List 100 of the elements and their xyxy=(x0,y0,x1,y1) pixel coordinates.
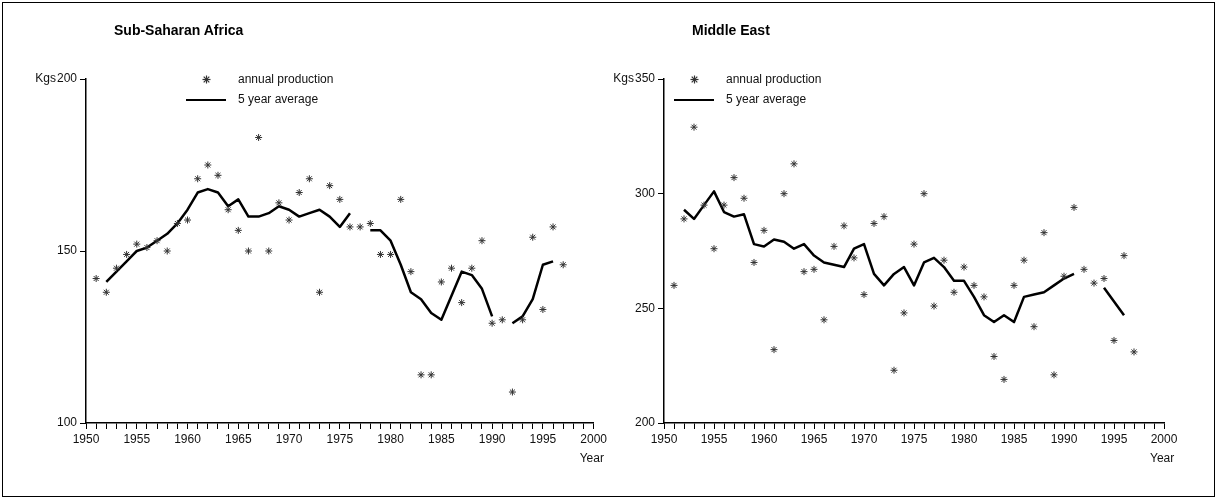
point xyxy=(880,212,888,221)
point xyxy=(477,236,486,245)
legend-label: 5 year average xyxy=(238,92,319,106)
point xyxy=(940,256,948,265)
y-tick-label: 100 xyxy=(56,415,78,430)
x-tick-label: 1995 xyxy=(1100,431,1128,446)
point xyxy=(376,250,385,259)
point xyxy=(1130,347,1138,356)
x-tick-label: 1965 xyxy=(800,431,828,446)
point xyxy=(1120,251,1128,260)
point xyxy=(122,250,131,259)
point xyxy=(518,315,527,324)
point xyxy=(274,198,283,207)
point xyxy=(700,201,708,210)
point xyxy=(950,288,958,297)
point xyxy=(528,233,537,242)
point xyxy=(467,264,476,273)
x-tick-label: 1980 xyxy=(377,431,405,446)
legend-label: annual production xyxy=(238,72,334,86)
point xyxy=(1080,265,1088,274)
point xyxy=(366,219,375,228)
point xyxy=(1030,322,1038,331)
point xyxy=(990,352,998,361)
x-tick-label: 2000 xyxy=(1150,431,1178,446)
point xyxy=(930,302,938,311)
legend-label: 5 year average xyxy=(726,92,807,106)
point xyxy=(132,240,141,249)
point xyxy=(860,290,868,299)
legend-label: annual production xyxy=(726,72,822,86)
y-tick-label: 200 xyxy=(56,71,78,86)
x-tick-label: 1985 xyxy=(428,431,456,446)
point xyxy=(710,244,718,253)
point xyxy=(800,267,808,276)
point xyxy=(173,219,182,228)
point xyxy=(1110,336,1118,345)
point xyxy=(730,173,738,182)
point xyxy=(325,181,334,190)
point xyxy=(1000,375,1008,384)
x-tick-label: 1970 xyxy=(275,431,303,446)
point xyxy=(498,315,507,324)
point xyxy=(335,195,344,204)
point xyxy=(840,221,848,230)
point xyxy=(305,174,314,183)
point xyxy=(244,247,253,255)
point xyxy=(447,264,456,273)
point xyxy=(870,219,878,228)
point xyxy=(183,216,192,225)
point xyxy=(850,253,858,262)
point xyxy=(193,174,202,183)
point xyxy=(1070,203,1078,212)
point xyxy=(396,195,405,204)
point xyxy=(960,263,968,272)
point xyxy=(1090,279,1098,288)
x-tick-label: 1965 xyxy=(224,431,252,446)
point xyxy=(417,370,426,379)
x-tick-label: 1975 xyxy=(900,431,928,446)
point xyxy=(670,281,678,290)
y-axis-title: Kgs xyxy=(613,71,634,85)
y-tick-label: 250 xyxy=(634,300,656,315)
y-tick-label: 150 xyxy=(56,243,78,258)
point xyxy=(1010,281,1018,290)
point xyxy=(830,242,838,251)
point xyxy=(559,260,568,269)
point xyxy=(406,267,415,276)
x-tick-label: 1970 xyxy=(850,431,878,446)
x-tick-label: 1995 xyxy=(529,431,557,446)
point xyxy=(1100,274,1108,283)
x-tick-label: 1975 xyxy=(326,431,354,446)
x-tick-label: 1950 xyxy=(72,431,100,446)
point xyxy=(203,161,212,169)
point xyxy=(213,171,222,180)
x-tick-label: 1985 xyxy=(1000,431,1028,446)
point xyxy=(345,222,354,231)
y-tick-label: 300 xyxy=(634,185,656,200)
point xyxy=(780,189,788,198)
x-axis-title: Year xyxy=(1150,451,1175,465)
x-tick-label: 1990 xyxy=(1050,431,1078,446)
point xyxy=(770,345,778,354)
x-tick-label: 1960 xyxy=(174,431,202,446)
point xyxy=(356,222,365,231)
point xyxy=(920,189,928,198)
point xyxy=(153,236,162,245)
point xyxy=(720,201,728,210)
point xyxy=(112,264,121,273)
point xyxy=(970,281,978,290)
point xyxy=(264,247,273,255)
point xyxy=(285,216,294,225)
x-tick-label: 2000 xyxy=(580,431,608,446)
x-tick-label: 1980 xyxy=(950,431,978,446)
point xyxy=(1060,272,1068,281)
x-tick-label: 1990 xyxy=(478,431,506,446)
point xyxy=(790,159,798,168)
point xyxy=(910,240,918,249)
point xyxy=(508,388,517,397)
point xyxy=(1020,256,1028,265)
point xyxy=(234,226,243,235)
point xyxy=(890,366,898,375)
point xyxy=(900,308,908,317)
x-tick-label: 1955 xyxy=(123,431,151,446)
point xyxy=(457,298,466,307)
